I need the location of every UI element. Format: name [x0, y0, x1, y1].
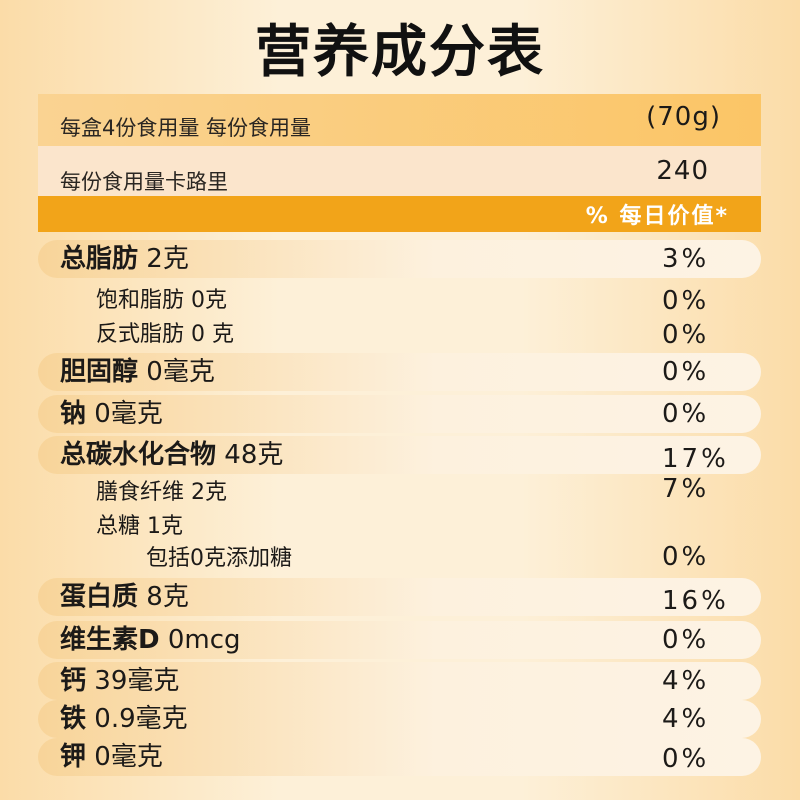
nutrient-row-sodium: 钠 0毫克 0%	[38, 395, 761, 433]
nutrient-daily-value: 0%	[662, 625, 710, 655]
nutrient-name: 蛋白质 8克	[60, 582, 189, 612]
nutrient-name: 总脂肪 2克	[60, 244, 189, 274]
nutrient-daily-value: 7%	[662, 474, 710, 504]
nutrient-row-dietary-fiber: 膳食纤维 2克 7%	[38, 474, 761, 512]
serving-size-row: 每盒4份食用量 每份食用量 (70g)	[38, 94, 761, 146]
nutrient-name: 膳食纤维 2克	[96, 480, 227, 505]
daily-value-header-label: % 每日价值*	[585, 204, 729, 229]
nutrient-row-total-sugars: 总糖 1克	[38, 508, 761, 546]
serving-size-label: 每盒4份食用量 每份食用量	[60, 116, 312, 140]
nutrient-daily-value: 16%	[662, 586, 729, 616]
nutrient-name: 总碳水化合物 48克	[60, 440, 284, 470]
nutrient-name: 包括0克添加糖	[146, 546, 292, 571]
nutrient-row-added-sugars: 包括0克添加糖 0%	[38, 540, 761, 578]
daily-value-header: % 每日价值*	[38, 196, 761, 232]
calories-value: 240	[656, 156, 709, 186]
nutrient-daily-value: 0%	[662, 744, 710, 774]
nutrient-daily-value: 0%	[662, 286, 710, 316]
nutrient-name: 反式脂肪 0 克	[96, 322, 234, 347]
nutrient-row-total-fat: 总脂肪 2克 3%	[38, 240, 761, 278]
nutrient-name: 铁 0.9毫克	[60, 704, 188, 734]
calories-row: 每份食用量卡路里 240	[38, 146, 761, 196]
page-title: 营养成分表	[255, 20, 545, 85]
nutrient-daily-value: 17%	[662, 444, 729, 474]
calories-label: 每份食用量卡路里	[60, 170, 228, 194]
nutrient-daily-value: 4%	[662, 704, 710, 734]
serving-size-value: (70g)	[646, 102, 721, 132]
nutrient-name: 钙 39毫克	[60, 666, 180, 696]
nutrient-name: 总糖 1克	[96, 514, 183, 539]
nutrient-name: 维生素D 0mcg	[60, 625, 241, 655]
nutrient-daily-value: 0%	[662, 399, 710, 429]
nutrient-row-saturated-fat: 饱和脂肪 0克 0%	[38, 282, 761, 320]
nutrient-row-calcium: 钙 39毫克 4%	[38, 662, 761, 700]
nutrient-daily-value: 0%	[662, 357, 710, 387]
nutrient-daily-value: 0%	[662, 320, 710, 350]
nutrient-daily-value: 3%	[662, 244, 710, 274]
nutrient-name: 胆固醇 0毫克	[60, 357, 215, 387]
nutrient-row-cholesterol: 胆固醇 0毫克 0%	[38, 353, 761, 391]
nutrient-row-vitamin-d: 维生素D 0mcg 0%	[38, 621, 761, 659]
nutrient-daily-value: 0%	[662, 542, 710, 572]
nutrient-name: 钾 0毫克	[60, 742, 163, 772]
nutrient-name: 钠 0毫克	[60, 399, 163, 429]
nutrient-row-iron: 铁 0.9毫克 4%	[38, 700, 761, 738]
nutrient-row-protein: 蛋白质 8克 16%	[38, 578, 761, 616]
nutrient-row-trans-fat: 反式脂肪 0 克 0%	[38, 316, 761, 354]
nutrient-row-total-carbohydrate: 总碳水化合物 48克 17%	[38, 436, 761, 474]
nutrient-daily-value: 4%	[662, 666, 710, 696]
nutrient-name: 饱和脂肪 0克	[96, 288, 227, 313]
nutrient-row-potassium: 钾 0毫克 0%	[38, 738, 761, 776]
